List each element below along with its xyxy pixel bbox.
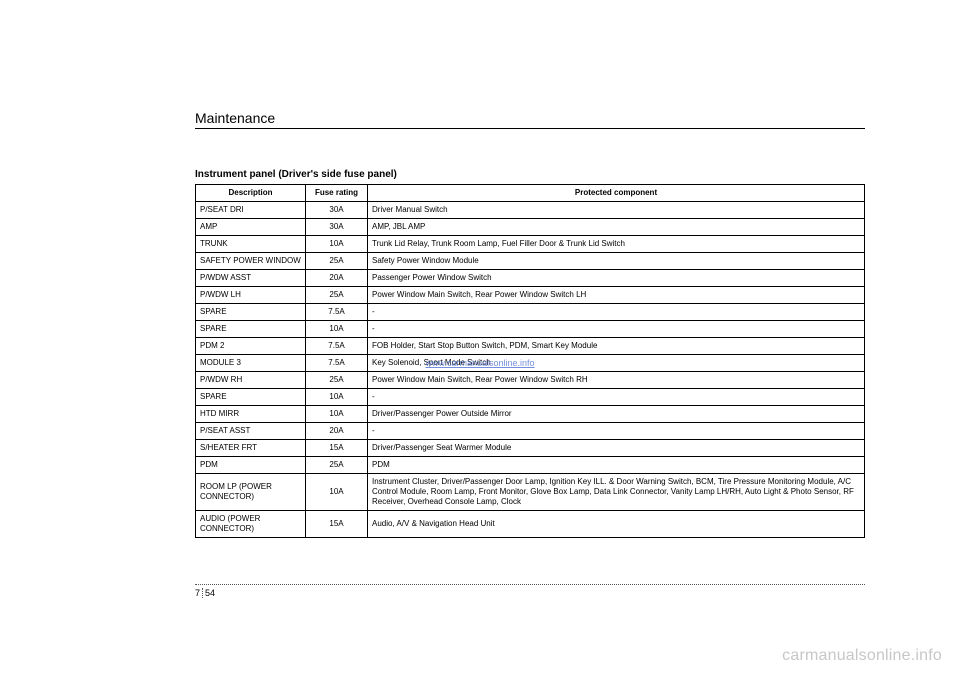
cell-rating: 7.5A bbox=[306, 338, 368, 355]
cell-rating: 20A bbox=[306, 270, 368, 287]
col-header-rating: Fuse rating bbox=[306, 185, 368, 202]
table-title: Instrument panel (Driver's side fuse pan… bbox=[195, 169, 865, 180]
cell-rating: 25A bbox=[306, 372, 368, 389]
cell-component: Audio, A/V & Navigation Head Unit bbox=[368, 511, 865, 538]
chapter-number: 7 bbox=[195, 588, 200, 598]
table-row: SAFETY POWER WINDOW25ASafety Power Windo… bbox=[196, 253, 865, 270]
table-row: SPARE7.5A- bbox=[196, 304, 865, 321]
cell-description: ROOM LP (POWER CONNECTOR) bbox=[196, 474, 306, 511]
cell-rating: 15A bbox=[306, 440, 368, 457]
cell-component: Instrument Cluster, Driver/Passenger Doo… bbox=[368, 474, 865, 511]
cell-component: Safety Power Window Module bbox=[368, 253, 865, 270]
table-row: PDM 27.5AFOB Holder, Start Stop Button S… bbox=[196, 338, 865, 355]
cell-description: HTD MIRR bbox=[196, 406, 306, 423]
cell-description: SPARE bbox=[196, 389, 306, 406]
table-row: S/HEATER FRT15ADriver/Passenger Seat War… bbox=[196, 440, 865, 457]
cell-component: FOB Holder, Start Stop Button Switch, PD… bbox=[368, 338, 865, 355]
cell-description: SPARE bbox=[196, 304, 306, 321]
cell-component: - bbox=[368, 321, 865, 338]
cell-rating: 25A bbox=[306, 457, 368, 474]
table-row: AMP30AAMP, JBL AMP bbox=[196, 219, 865, 236]
table-row: ROOM LP (POWER CONNECTOR)10AInstrument C… bbox=[196, 474, 865, 511]
cell-rating: 15A bbox=[306, 511, 368, 538]
cell-rating: 10A bbox=[306, 389, 368, 406]
cell-description: PDM bbox=[196, 457, 306, 474]
cell-rating: 20A bbox=[306, 423, 368, 440]
cell-rating: 10A bbox=[306, 321, 368, 338]
cell-description: TRUNK bbox=[196, 236, 306, 253]
cell-description: P/WDW ASST bbox=[196, 270, 306, 287]
page-number-value: 54 bbox=[205, 588, 215, 598]
section-heading: Maintenance bbox=[195, 110, 865, 129]
cell-rating: 30A bbox=[306, 202, 368, 219]
cell-rating: 25A bbox=[306, 253, 368, 270]
table-row: P/SEAT ASST20A- bbox=[196, 423, 865, 440]
brand-watermark: carmanualsonline.info bbox=[782, 647, 942, 665]
table-header-row: Description Fuse rating Protected compon… bbox=[196, 185, 865, 202]
table-row: PDM25APDM bbox=[196, 457, 865, 474]
cell-rating: 10A bbox=[306, 406, 368, 423]
table-row: SPARE10A- bbox=[196, 389, 865, 406]
cell-component: Driver Manual Switch bbox=[368, 202, 865, 219]
cell-rating: 30A bbox=[306, 219, 368, 236]
table-row: P/WDW RH25APower Window Main Switch, Rea… bbox=[196, 372, 865, 389]
watermark-link[interactable]: www.carmanualsonline.info bbox=[425, 358, 534, 368]
page-number: 7 54 bbox=[195, 588, 215, 598]
cell-component: PDM bbox=[368, 457, 865, 474]
cell-description: S/HEATER FRT bbox=[196, 440, 306, 457]
cell-rating: 10A bbox=[306, 474, 368, 511]
cell-description: MODULE 3 bbox=[196, 355, 306, 372]
page-footer: 754 bbox=[195, 584, 865, 586]
cell-description: SPARE bbox=[196, 321, 306, 338]
table-row: P/WDW ASST20APassenger Power Window Swit… bbox=[196, 270, 865, 287]
table-row: SPARE10A- bbox=[196, 321, 865, 338]
cell-description: P/WDW RH bbox=[196, 372, 306, 389]
cell-description: P/WDW LH bbox=[196, 287, 306, 304]
table-row: AUDIO (POWER CONNECTOR)15AAudio, A/V & N… bbox=[196, 511, 865, 538]
table-row: TRUNK10ATrunk Lid Relay, Trunk Room Lamp… bbox=[196, 236, 865, 253]
cell-component: Power Window Main Switch, Rear Power Win… bbox=[368, 372, 865, 389]
cell-description: PDM 2 bbox=[196, 338, 306, 355]
cell-component: Trunk Lid Relay, Trunk Room Lamp, Fuel F… bbox=[368, 236, 865, 253]
page-content: Maintenance Instrument panel (Driver's s… bbox=[0, 0, 960, 538]
col-header-description: Description bbox=[196, 185, 306, 202]
col-header-component: Protected component bbox=[368, 185, 865, 202]
table-row: P/WDW LH25APower Window Main Switch, Rea… bbox=[196, 287, 865, 304]
table-row: HTD MIRR10ADriver/Passenger Power Outsid… bbox=[196, 406, 865, 423]
cell-rating: 10A bbox=[306, 236, 368, 253]
cell-component: - bbox=[368, 389, 865, 406]
cell-description: AMP bbox=[196, 219, 306, 236]
cell-description: P/SEAT DRI bbox=[196, 202, 306, 219]
cell-rating: 7.5A bbox=[306, 304, 368, 321]
cell-component: AMP, JBL AMP bbox=[368, 219, 865, 236]
cell-description: SAFETY POWER WINDOW bbox=[196, 253, 306, 270]
cell-component: Passenger Power Window Switch bbox=[368, 270, 865, 287]
cell-component: - bbox=[368, 304, 865, 321]
cell-description: P/SEAT ASST bbox=[196, 423, 306, 440]
table-row: P/SEAT DRI30ADriver Manual Switch bbox=[196, 202, 865, 219]
cell-component: Driver/Passenger Seat Warmer Module bbox=[368, 440, 865, 457]
cell-component: - bbox=[368, 423, 865, 440]
cell-description: AUDIO (POWER CONNECTOR) bbox=[196, 511, 306, 538]
cell-component: Power Window Main Switch, Rear Power Win… bbox=[368, 287, 865, 304]
cell-rating: 7.5A bbox=[306, 355, 368, 372]
cell-rating: 25A bbox=[306, 287, 368, 304]
cell-component: Driver/Passenger Power Outside Mirror bbox=[368, 406, 865, 423]
